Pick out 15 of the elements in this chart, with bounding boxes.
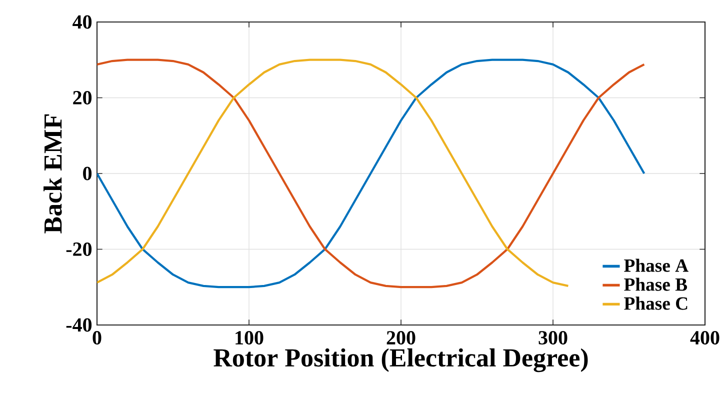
y-axis-title: Back EMF: [44, 114, 62, 234]
y-tick-label: 20: [73, 90, 92, 104]
legend-label: Phase C: [624, 296, 688, 310]
x-tick-label: 200: [386, 331, 416, 345]
x-tick-label: 300: [538, 331, 568, 345]
x-tick-label: 400: [690, 331, 720, 345]
legend-label: Phase B: [624, 278, 688, 291]
legend-label: Phase A: [624, 258, 688, 272]
y-tick-label: 0: [83, 166, 92, 180]
x-axis-title: Rotor Position (Electrical Degree): [214, 348, 588, 372]
x-tick-label: 100: [236, 331, 264, 345]
y-tick-label: -40: [66, 318, 92, 332]
x-tick-label: 0: [92, 331, 102, 345]
y-tick-label: 40: [72, 15, 92, 29]
y-tick-label: -20: [66, 242, 92, 256]
